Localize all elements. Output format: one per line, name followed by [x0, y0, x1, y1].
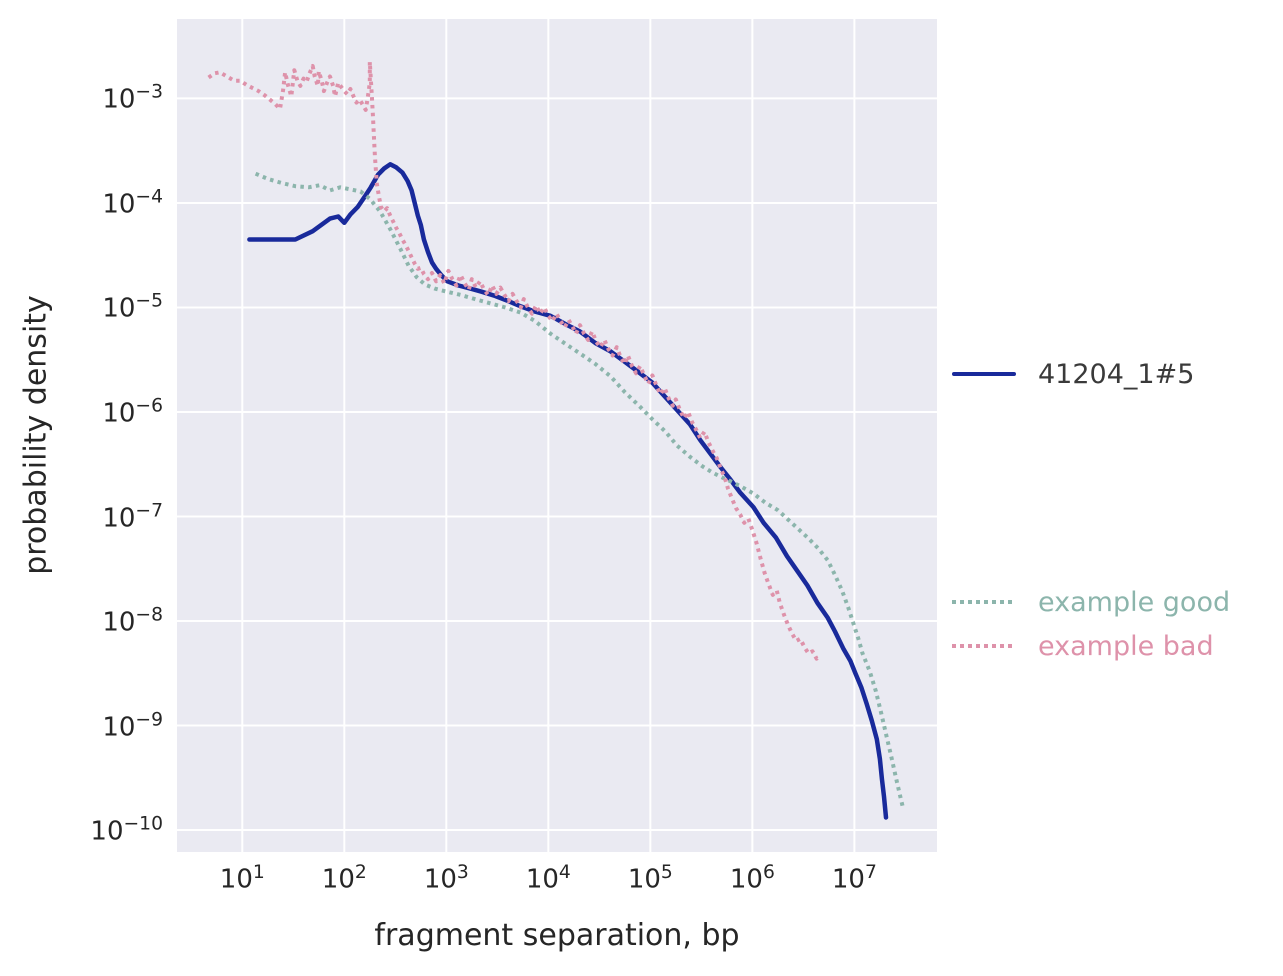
- x-tick-label: 102: [321, 862, 367, 895]
- legend-label: 41204_1#5: [1038, 358, 1195, 390]
- x-tick-label: 107: [831, 862, 877, 895]
- legend-entry-example-bad: example bad: [952, 630, 1214, 662]
- x-tick-label: 104: [525, 862, 571, 895]
- x-tick-label: 101: [219, 862, 265, 895]
- y-tick-label: 10−3: [102, 82, 163, 115]
- y-tick-label: 10−6: [102, 395, 163, 429]
- x-tick-label: 105: [627, 862, 673, 895]
- legend-label: example bad: [1038, 630, 1214, 662]
- legend-entry-41204-1-5: 41204_1#5: [952, 358, 1195, 390]
- series-line-example-good: [254, 171, 906, 810]
- legend-line-sample-dotted-good: [952, 600, 1016, 604]
- y-tick-label: 10−4: [102, 186, 163, 220]
- y-axis-label: probability density: [18, 295, 54, 575]
- series-line-example-bad: [207, 59, 822, 661]
- legend-line-sample-solid: [952, 372, 1016, 376]
- x-tick-label: 106: [729, 862, 775, 895]
- y-tick-label: 10−5: [102, 291, 163, 324]
- chart-svg: [177, 19, 937, 852]
- y-tick-label: 10−8: [102, 604, 163, 638]
- plot-area: [177, 19, 937, 852]
- x-axis-label: fragment separation, bp: [374, 918, 740, 953]
- x-tick-label: 103: [423, 862, 469, 895]
- grid-lines: [177, 19, 937, 852]
- y-tick-label: 10−10: [90, 813, 163, 847]
- y-tick-label: 10−9: [102, 709, 163, 742]
- legend-entry-example-good: example good: [952, 586, 1231, 618]
- legend-label: example good: [1038, 586, 1231, 618]
- legend-line-sample-dotted-bad: [952, 644, 1016, 648]
- y-tick-label: 10−7: [102, 500, 163, 533]
